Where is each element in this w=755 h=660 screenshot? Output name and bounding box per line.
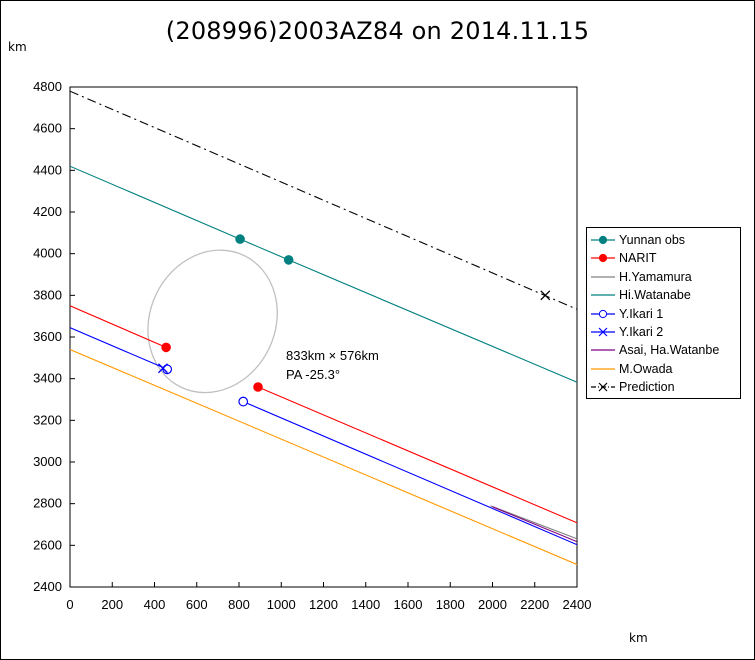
y-tick-label: 4000 (33, 246, 62, 261)
data-point-yunnan-obs (235, 234, 245, 244)
y-tick-label: 3200 (33, 412, 62, 427)
legend-label: Asai, Ha.Watanbe (619, 343, 720, 358)
x-tick-label: 1600 (394, 597, 423, 612)
legend-swatch (591, 309, 615, 318)
x-tick-label: 1200 (309, 597, 338, 612)
y-tick-label: 2800 (33, 496, 62, 511)
x-tick-label: 1000 (267, 597, 296, 612)
data-point-narit (161, 342, 171, 353)
data-point-narit (253, 382, 263, 392)
legend-item: Asai, Ha.Watanbe (587, 341, 740, 359)
y-tick-label: 3400 (33, 371, 62, 386)
legend-label: H.Yamamura (619, 269, 692, 284)
data-point-yunnan-obs (283, 255, 294, 265)
y-tick-label: 2600 (33, 537, 62, 552)
data-point-y-ikari-1 (238, 396, 249, 407)
series-line-asai-ha-watanbe (492, 506, 577, 543)
chord-line-y-ikari (70, 327, 168, 370)
data-point-y-ikari-2 (157, 363, 168, 374)
x-tick-label: 1400 (351, 597, 380, 612)
legend-label: M.Owada (619, 361, 673, 376)
legend-swatch (591, 349, 615, 351)
legend-item: Hi.Watanabe (587, 286, 740, 304)
ellipse-size-annotation: 833km × 576km (286, 348, 379, 363)
x-tick-label: 2000 (478, 597, 507, 612)
legend-item: M.Owada (587, 360, 740, 378)
legend-item: Yunnan obs (587, 231, 740, 249)
legend-label: Y.Ikari 1 (619, 306, 664, 321)
series-line-hi-watanabe (70, 165, 577, 383)
data-point-y-ikari-1 (162, 364, 173, 375)
y-tick-label: 4200 (33, 204, 62, 219)
x-tick-label: 2400 (563, 597, 592, 612)
x-tick-label: 600 (186, 597, 208, 612)
legend-item: NARIT (587, 249, 740, 267)
y-tick-label: 4600 (33, 121, 62, 136)
shadow-ellipse (147, 249, 278, 394)
data-point-prediction (540, 290, 551, 301)
x-axis-unit: km (629, 631, 648, 645)
legend: Yunnan obs NARIT H.Yamamura Hi.Watanabe Y.Ik… (586, 227, 741, 399)
chord-line-y-ikari (242, 401, 577, 546)
series-line-h-yamamura (490, 505, 577, 540)
legend-swatch (591, 382, 615, 392)
legend-swatch (591, 235, 615, 245)
legend-label: Yunnan obs (619, 233, 686, 247)
legend-swatch (591, 368, 615, 370)
legend-label: Prediction (619, 380, 675, 395)
y-tick-label: 4400 (33, 162, 62, 177)
ellipse-pa-annotation: PA -25.3° (286, 367, 341, 382)
legend-item: Prediction (587, 378, 740, 396)
x-tick-label: 2200 (520, 597, 549, 612)
legend-item: Y.Ikari 1 (587, 305, 740, 323)
legend-swatch (591, 276, 615, 278)
legend-label: NARIT (619, 251, 657, 266)
series-line-m-owada (70, 348, 577, 566)
y-tick-label: 3000 (33, 454, 62, 469)
legend-swatch (591, 294, 615, 296)
chart-title: (208996)2003AZ84 on 2014.11.15 (165, 17, 590, 45)
chord-line-narit (257, 386, 577, 524)
plot-content (70, 90, 577, 566)
y-tick-label: 4800 (33, 79, 62, 94)
legend-item: H.Yamamura (587, 268, 740, 286)
x-tick-label: 200 (101, 597, 123, 612)
chord-line-narit (70, 305, 167, 348)
y-tick-label: 2400 (33, 579, 62, 594)
legend-label: Y.Ikari 2 (619, 325, 664, 339)
x-tick-label: 800 (228, 597, 250, 612)
legend-item: Y.Ikari 2 (587, 323, 740, 341)
legend-swatch (591, 327, 615, 337)
x-tick-label: 400 (144, 597, 166, 612)
y-tick-label: 3800 (33, 287, 62, 302)
x-tick-label: 0 (66, 597, 73, 612)
legend-label: Hi.Watanabe (619, 288, 691, 303)
y-tick-label: 3600 (33, 329, 62, 344)
x-tick-label: 1800 (436, 597, 465, 612)
y-axis-unit: km (8, 40, 27, 54)
series-line-prediction (70, 90, 577, 310)
legend-swatch (591, 254, 615, 263)
